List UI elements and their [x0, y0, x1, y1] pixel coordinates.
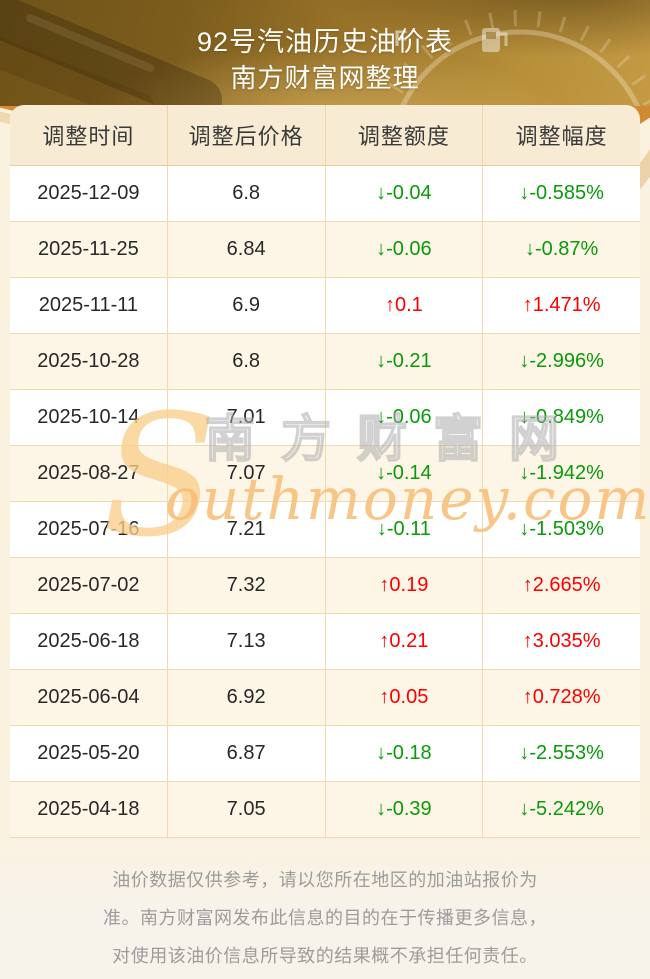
table-row: 2025-08-27 7.07 ↓-0.14 ↓-1.942%	[10, 446, 640, 502]
cell-adjust-date: 2025-10-14	[10, 390, 168, 445]
cell-adjust-range: ↓-5.242%	[519, 798, 604, 820]
cell-adjusted-price: 6.8	[168, 166, 326, 221]
table-body: 2025-12-09 6.8 ↓-0.04 ↓-0.585% 2025-11-2…	[10, 166, 640, 838]
cell-adjust-range: ↓-1.942%	[519, 462, 604, 484]
cell-adjust-range: ↓-0.849%	[519, 406, 604, 428]
cell-adjust-amount: ↑0.19	[326, 558, 484, 613]
table-row: 2025-07-16 7.21 ↓-0.11 ↓-1.503%	[10, 502, 640, 558]
cell-adjusted-price: 7.07	[168, 446, 326, 501]
column-header-adjust-time: 调整时间	[10, 105, 168, 165]
cell-adjust-range: ↓-2.996%	[519, 350, 604, 372]
cell-adjust-amount: ↓-0.11	[326, 502, 484, 557]
hero-banner: F 92号汽油历史油价表 南方财富网整理	[0, 0, 650, 106]
cell-adjust-date: 2025-04-18	[10, 782, 168, 837]
column-header-adjust-amount: 调整额度	[326, 105, 484, 165]
table-row: 2025-04-18 7.05 ↓-0.39 ↓-5.242%	[10, 782, 640, 838]
cell-adjust-date: 2025-07-16	[10, 502, 168, 557]
cell-adjust-amount: ↓-0.39	[326, 782, 484, 837]
cell-adjust-range: ↑1.471%	[522, 294, 601, 316]
cell-adjust-range: ↓-2.553%	[519, 742, 604, 764]
table-row: 2025-11-11 6.9 ↑0.1 ↑1.471%	[10, 278, 640, 334]
table-row: 2025-06-04 6.92 ↑0.05 ↑0.728%	[10, 670, 640, 726]
cell-adjust-amount: ↓-0.04	[326, 166, 484, 221]
cell-adjust-range: ↑3.035%	[522, 630, 601, 652]
cell-adjust-amount: ↓-0.06	[326, 222, 484, 277]
cell-adjust-range: ↓-0.87%	[524, 238, 599, 260]
cell-adjusted-price: 6.8	[168, 334, 326, 389]
cell-adjusted-price: 6.87	[168, 726, 326, 781]
cell-adjusted-price: 7.01	[168, 390, 326, 445]
cell-adjust-range: ↑0.728%	[522, 686, 601, 708]
cell-adjust-date: 2025-07-02	[10, 558, 168, 613]
cell-adjust-date: 2025-12-09	[10, 166, 168, 221]
cell-adjust-date: 2025-11-25	[10, 222, 168, 277]
disclaimer-line-2: 准。南方财富网发布此信息的目的在于传播更多信息，	[103, 908, 547, 928]
cell-adjust-amount: ↓-0.18	[326, 726, 484, 781]
cell-adjusted-price: 7.21	[168, 502, 326, 557]
cell-adjust-date: 2025-11-11	[10, 278, 168, 333]
page-title: 92号汽油历史油价表	[196, 27, 454, 57]
disclaimer-line-3: 对使用该油价信息所导致的结果概不承担任何责任。	[112, 946, 538, 966]
table-row: 2025-12-09 6.8 ↓-0.04 ↓-0.585%	[10, 166, 640, 222]
cell-adjusted-price: 6.92	[168, 670, 326, 725]
cell-adjust-date: 2025-06-18	[10, 614, 168, 669]
column-header-adjusted-price: 调整后价格	[168, 105, 326, 165]
table-row: 2025-06-18 7.13 ↑0.21 ↑3.035%	[10, 614, 640, 670]
cell-adjust-amount: ↑0.21	[326, 614, 484, 669]
price-table: 调整时间 调整后价格 调整额度 调整幅度 2025-12-09 6.8 ↓-0.…	[10, 105, 640, 838]
page-subtitle: 南方财富网整理	[230, 63, 420, 93]
cell-adjust-range: ↑2.665%	[522, 574, 601, 596]
cell-adjust-date: 2025-06-04	[10, 670, 168, 725]
cell-adjusted-price: 6.84	[168, 222, 326, 277]
table-header-row: 调整时间 调整后价格 调整额度 调整幅度	[10, 105, 640, 166]
cell-adjust-date: 2025-10-28	[10, 334, 168, 389]
cell-adjust-amount: ↓-0.06	[326, 390, 484, 445]
table-row: 2025-10-14 7.01 ↓-0.06 ↓-0.849%	[10, 390, 640, 446]
cell-adjust-amount: ↓-0.21	[326, 334, 484, 389]
disclaimer-line-1: 油价数据仅供参考，请以您所在地区的加油站报价为	[112, 870, 538, 890]
cell-adjust-date: 2025-08-27	[10, 446, 168, 501]
cell-adjust-amount: ↓-0.14	[326, 446, 484, 501]
column-header-adjust-range: 调整幅度	[515, 124, 608, 149]
cell-adjusted-price: 7.05	[168, 782, 326, 837]
table-row: 2025-07-02 7.32 ↑0.19 ↑2.665%	[10, 558, 640, 614]
table-row: 2025-10-28 6.8 ↓-0.21 ↓-2.996%	[10, 334, 640, 390]
disclaimer: 油价数据仅供参考，请以您所在地区的加油站报价为 准。南方财富网发布此信息的目的在…	[0, 861, 650, 975]
cell-adjusted-price: 7.32	[168, 558, 326, 613]
cell-adjust-range: ↓-1.503%	[519, 518, 604, 540]
cell-adjusted-price: 7.13	[168, 614, 326, 669]
cell-adjusted-price: 6.9	[168, 278, 326, 333]
table-row: 2025-11-25 6.84 ↓-0.06 ↓-0.87%	[10, 222, 640, 278]
cell-adjust-range: ↓-0.585%	[519, 182, 604, 204]
table-row: 2025-05-20 6.87 ↓-0.18 ↓-2.553%	[10, 726, 640, 782]
cell-adjust-amount: ↑0.05	[326, 670, 484, 725]
cell-adjust-amount: ↑0.1	[326, 278, 484, 333]
cell-adjust-date: 2025-05-20	[10, 726, 168, 781]
